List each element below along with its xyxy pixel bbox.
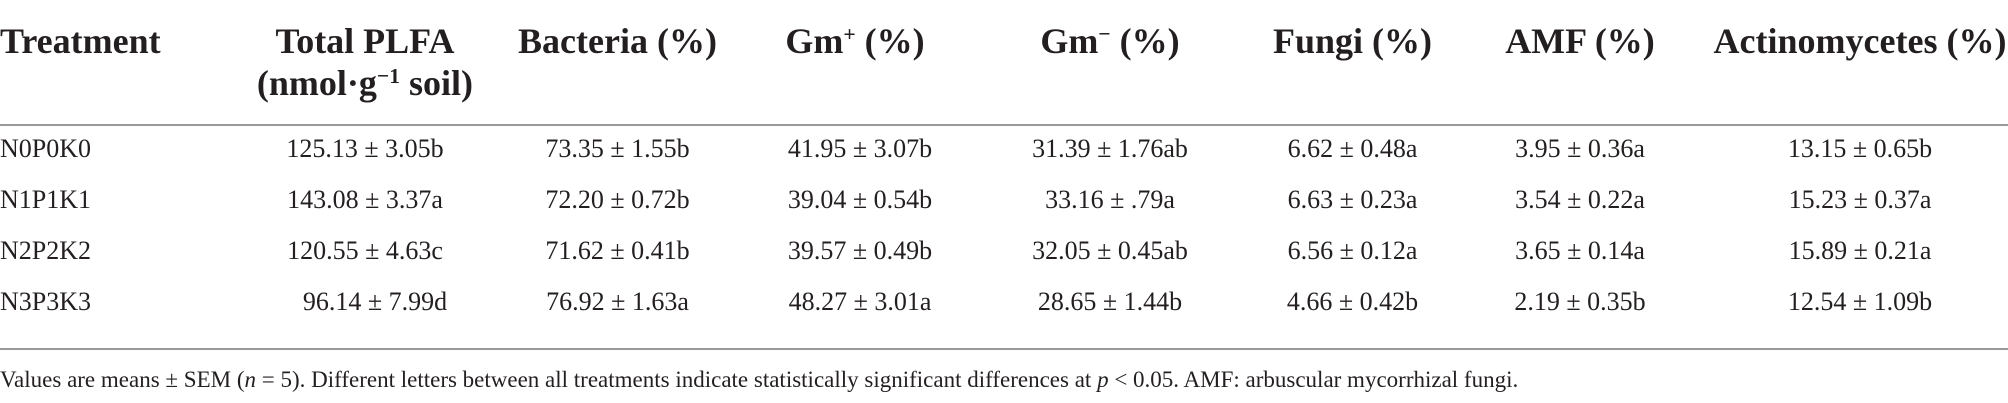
cell-gm-negative: 32.05 ± 0.45ab (1032, 236, 1188, 265)
cell-gm-positive: 41.95 ± 3.07b (787, 134, 933, 163)
header-total-plfa: Total PLFA (nmol·g−1 soil) (230, 20, 500, 104)
cell-fungi: 4.66 ± 0.42b (1286, 287, 1419, 316)
header-gm-negative: Gm− (%) (1040, 21, 1180, 61)
header-total-plfa-line1: Total PLFA (275, 21, 455, 61)
cell-treatment: N2P2K2 (0, 236, 92, 265)
cell-total-plfa: 96.14 ± 7.99d (302, 287, 448, 316)
header-bacteria: Bacteria (%) (518, 21, 717, 61)
cell-bacteria: 71.62 ± 0.41b (545, 236, 690, 265)
cell-amf: 2.19 ± 0.35b (1514, 287, 1646, 316)
header-gm-positive: Gm+ (%) (785, 21, 925, 61)
cell-treatment: N3P3K3 (0, 287, 92, 316)
cell-fungi: 6.63 ± 0.23a (1287, 185, 1418, 214)
cell-amf: 3.65 ± 0.14a (1515, 236, 1645, 265)
cell-total-plfa: 120.55 ± 4.63c (287, 236, 443, 265)
bottom-rule (0, 348, 2008, 350)
header-rule (0, 124, 2008, 126)
cell-treatment: N1P1K1 (0, 185, 92, 214)
cell-gm-positive: 39.04 ± 0.54b (787, 185, 933, 214)
header-amf: AMF (%) (1505, 21, 1655, 61)
cell-gm-negative: 28.65 ± 1.44b (1037, 287, 1183, 316)
cell-fungi: 6.56 ± 0.12a (1287, 236, 1418, 265)
cell-amf: 3.54 ± 0.22a (1515, 185, 1645, 214)
cell-gm-negative: 33.16 ± .79a (1045, 185, 1175, 214)
header-fungi: Fungi (%) (1272, 21, 1432, 61)
cell-bacteria: 72.20 ± 0.72b (545, 185, 690, 214)
cell-gm-positive: 48.27 ± 3.01a (788, 287, 932, 316)
cell-actinomycetes: 15.23 ± 0.37a (1788, 185, 1932, 214)
cell-fungi: 6.62 ± 0.48a (1287, 134, 1418, 163)
cell-gm-positive: 39.57 ± 0.49b (787, 236, 933, 265)
cell-actinomycetes: 13.15 ± 0.65b (1787, 134, 1933, 163)
header-treatment: Treatment (0, 21, 161, 61)
cell-actinomycetes: 15.89 ± 0.21a (1788, 236, 1932, 265)
header-actinomycetes: Actinomycetes (%) (1713, 21, 2007, 61)
cell-treatment: N0P0K0 (0, 134, 92, 163)
cell-actinomycetes: 12.54 ± 1.09b (1787, 287, 1933, 316)
header-total-plfa-line2: (nmol·g−1 soil) (256, 63, 474, 103)
cell-gm-negative: 31.39 ± 1.76ab (1032, 134, 1188, 163)
cell-bacteria: 73.35 ± 1.55b (545, 134, 690, 163)
table-footnote: Values are means ± SEM (n = 5). Differen… (0, 367, 1519, 392)
cell-total-plfa: 143.08 ± 3.37a (287, 185, 443, 214)
cell-bacteria: 76.92 ± 1.63a (546, 287, 689, 316)
cell-amf: 3.95 ± 0.36a (1515, 134, 1645, 163)
cell-total-plfa: 125.13 ± 3.05b (286, 134, 444, 163)
